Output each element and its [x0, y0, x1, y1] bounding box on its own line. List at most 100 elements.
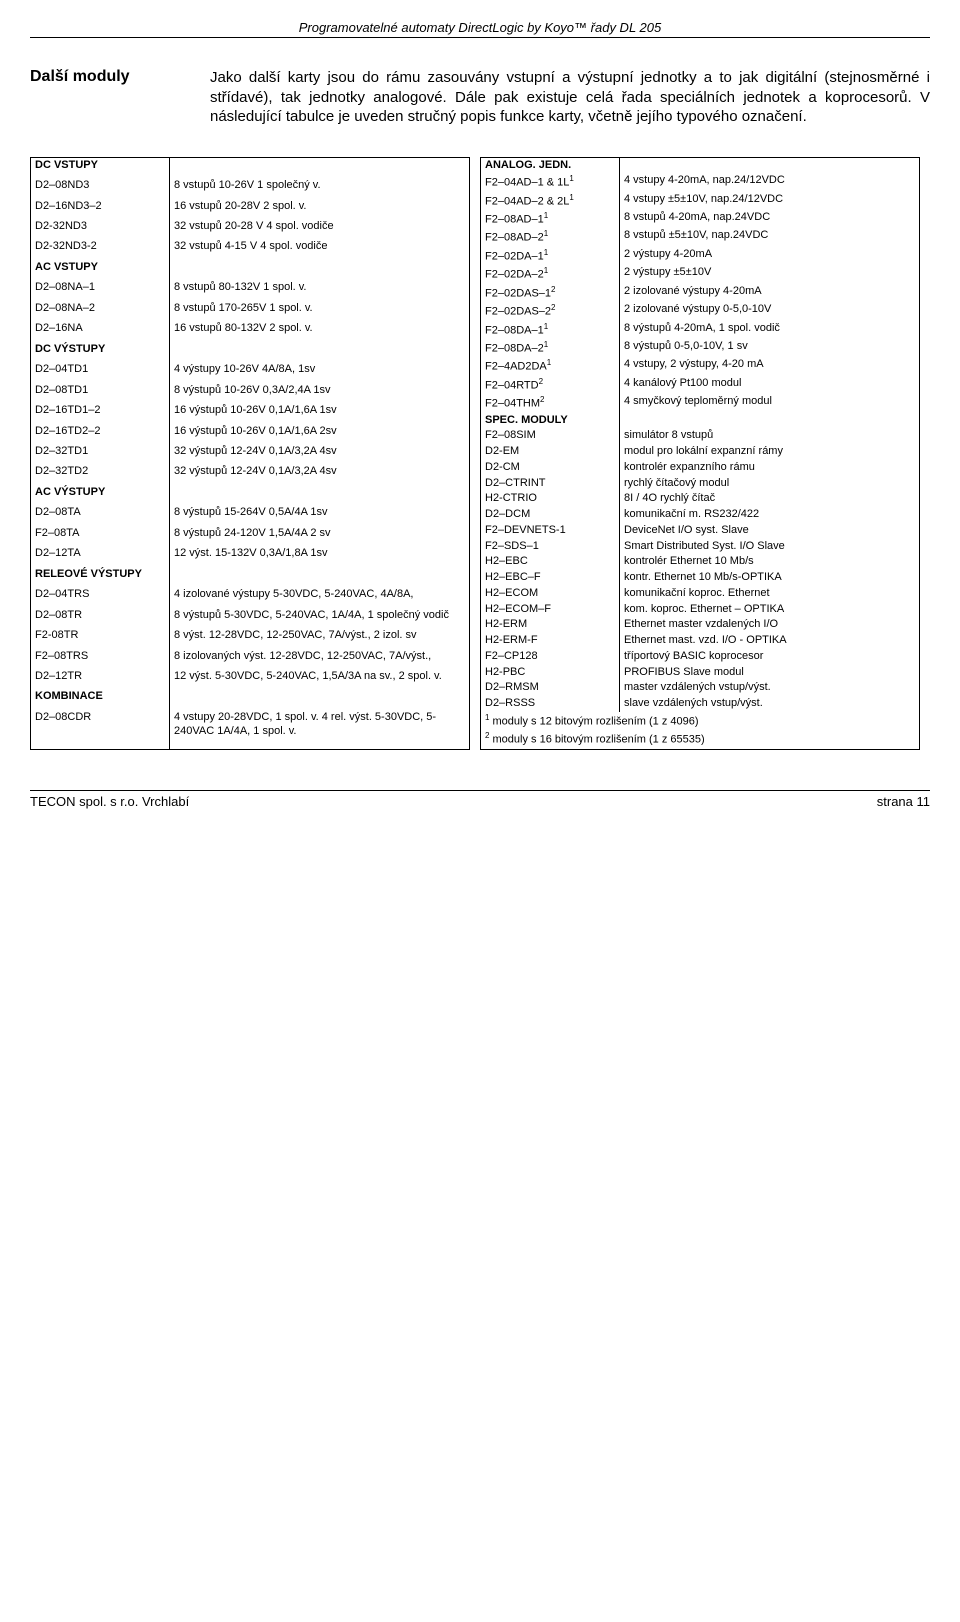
module-code: F2–02DAS–22 [481, 302, 620, 320]
table-right: ANALOG. JEDN.F2–04AD–1 & 1L14 vstupy 4-2… [480, 157, 920, 750]
module-code: H2-PBC [481, 665, 620, 681]
table-row: F2–02DAS–222 izolované výstupy 0-5,0-10V [481, 302, 920, 320]
module-code: D2–32TD2 [31, 464, 170, 484]
table-row: D2–32TD132 výstupů 12-24V 0,1A/3,2A 4sv [31, 444, 470, 464]
module-desc: 2 izolované výstupy 0-5,0-10V [620, 302, 920, 320]
module-code: D2-CM [481, 460, 620, 476]
module-desc: 32 výstupů 12-24V 0,1A/3,2A 4sv [170, 444, 470, 464]
module-desc: kontr. Ethernet 10 Mb/s-OPTIKA [620, 570, 920, 586]
superscript: 2 [540, 395, 544, 404]
module-code: F2–SDS–1 [481, 539, 620, 555]
module-code: D2–RMSM [481, 680, 620, 696]
footnote-row: 2 moduly s 16 bitovým rozlišením (1 z 65… [481, 730, 920, 749]
module-desc: 8 vstupů ±5±10V, nap.24VDC [620, 228, 920, 246]
module-code: H2-ERM-F [481, 633, 620, 649]
table-row: D2–04TD14 výstupy 10-26V 4A/8A, 1sv [31, 362, 470, 382]
module-desc: 2 výstupy 4-20mA [620, 247, 920, 265]
table-row: F2-08TR8 výst. 12-28VDC, 12-250VAC, 7A/v… [31, 628, 470, 648]
table-row: DC VÝSTUPY [31, 342, 470, 362]
table-row: D2–16TD1–216 výstupů 10-26V 0,1A/1,6A 1s… [31, 403, 470, 423]
table-row: AC VÝSTUPY [31, 485, 470, 505]
module-code: D2–08NA–1 [31, 280, 170, 300]
superscript: 1 [547, 358, 551, 367]
module-code: D2–RSSS [481, 696, 620, 712]
table-row: RELEOVÉ VÝSTUPY [31, 567, 470, 587]
table-row: D2–04TRS4 izolované výstupy 5-30VDC, 5-2… [31, 587, 470, 607]
footnote-text: 1 moduly s 12 bitovým rozlišením (1 z 40… [481, 712, 920, 730]
module-desc: 8 vstupů 10-26V 1 společný v. [170, 178, 470, 198]
table-row: F2–08AD–118 vstupů 4-20mA, nap.24VDC [481, 210, 920, 228]
table-row: D2–12TA12 výst. 15-132V 0,3A/1,8A 1sv [31, 546, 470, 566]
table-row: AC VSTUPY [31, 260, 470, 280]
module-code: H2–ECOM–F [481, 602, 620, 618]
module-code: F2–4AD2DA1 [481, 357, 620, 375]
module-code: F2–02DA–11 [481, 247, 620, 265]
module-desc: 2 výstupy ±5±10V [620, 265, 920, 283]
table-row: H2–EBCkontrolér Ethernet 10 Mb/s [481, 554, 920, 570]
module-code: H2–EBC–F [481, 570, 620, 586]
table-row: F2–08DA–218 výstupů 0-5,0-10V, 1 sv [481, 339, 920, 357]
table-row: F2–04AD–1 & 1L14 vstupy 4-20mA, nap.24/1… [481, 173, 920, 191]
module-desc: DeviceNet I/O syst. Slave [620, 523, 920, 539]
table-row: H2–EBC–Fkontr. Ethernet 10 Mb/s-OPTIKA [481, 570, 920, 586]
module-desc: 4 kanálový Pt100 modul [620, 376, 920, 394]
intro-text: Jako další karty jsou do rámu zasouvány … [210, 68, 930, 127]
table-row: H2-ERMEthernet master vzdalených I/O [481, 617, 920, 633]
table-row: F2–4AD2DA14 vstupy, 2 výstupy, 4-20 mA [481, 357, 920, 375]
module-desc: 8 izolovaných výst. 12-28VDC, 12-250VAC,… [170, 649, 470, 669]
module-desc: 32 vstupů 20-28 V 4 spol. vodiče [170, 219, 470, 239]
superscript: 2 [539, 377, 543, 386]
section-header: DC VÝSTUPY [31, 342, 170, 362]
table-row: F2–02DA–112 výstupy 4-20mA [481, 247, 920, 265]
intro-label: Další moduly [30, 68, 170, 127]
module-code: H2–ECOM [481, 586, 620, 602]
module-desc: 4 vstupy 20-28VDC, 1 spol. v. 4 rel. výs… [170, 710, 470, 749]
module-desc: 12 výst. 15-132V 0,3A/1,8A 1sv [170, 546, 470, 566]
module-code: D2-32ND3 [31, 219, 170, 239]
module-code: F2–CP128 [481, 649, 620, 665]
superscript: 1 [544, 211, 548, 220]
tables-row: DC VSTUPYD2–08ND38 vstupů 10-26V 1 spole… [30, 157, 930, 750]
module-code: F2–08DA–11 [481, 321, 620, 339]
table-row: F2–DEVNETS-1DeviceNet I/O syst. Slave [481, 523, 920, 539]
footer-left: TECON spol. s r.o. Vrchlabí [30, 794, 189, 809]
table-row: F2–SDS–1Smart Distributed Syst. I/O Slav… [481, 539, 920, 555]
module-code: D2–08TA [31, 505, 170, 525]
table-row: F2–08DA–118 výstupů 4-20mA, 1 spol. vodi… [481, 321, 920, 339]
module-desc: 2 izolované výstupy 4-20mA [620, 284, 920, 302]
module-code: H2-CTRIO [481, 491, 620, 507]
module-code: D2–04TD1 [31, 362, 170, 382]
table-row: ANALOG. JEDN. [481, 157, 920, 173]
superscript: 1 [544, 266, 548, 275]
module-desc: Smart Distributed Syst. I/O Slave [620, 539, 920, 555]
table-row: D2–08TA8 výstupů 15-264V 0,5A/4A 1sv [31, 505, 470, 525]
table-row: D2-32ND332 vstupů 20-28 V 4 spol. vodiče [31, 219, 470, 239]
module-desc: PROFIBUS Slave modul [620, 665, 920, 681]
section-header: KOMBINACE [31, 689, 170, 709]
table-row: D2–32TD232 výstupů 12-24V 0,1A/3,2A 4sv [31, 464, 470, 484]
table-row: D2–08NA–28 vstupů 170-265V 1 spol. v. [31, 301, 470, 321]
module-desc: 32 výstupů 12-24V 0,1A/3,2A 4sv [170, 464, 470, 484]
module-code: F2–08TRS [31, 649, 170, 669]
section-header: SPEC. MODULY [481, 413, 620, 429]
module-desc: modul pro lokální expanzní rámy [620, 444, 920, 460]
table-row: D2–RMSMmaster vzdálených vstup/výst. [481, 680, 920, 696]
module-desc: 8 výstupů 15-264V 0,5A/4A 1sv [170, 505, 470, 525]
module-desc: 4 vstupy, 2 výstupy, 4-20 mA [620, 357, 920, 375]
table-row: D2–CTRINTrychlý čítačový modul [481, 476, 920, 492]
superscript: 1 [544, 340, 548, 349]
module-desc: 4 výstupy 10-26V 4A/8A, 1sv [170, 362, 470, 382]
module-code: F2-08TR [31, 628, 170, 648]
table-row: D2–08NA–18 vstupů 80-132V 1 spol. v. [31, 280, 470, 300]
module-code: F2–08SIM [481, 428, 620, 444]
table-row: KOMBINACE [31, 689, 470, 709]
module-code: H2-ERM [481, 617, 620, 633]
module-code: F2–04AD–1 & 1L1 [481, 173, 620, 191]
table-row: D2–16ND3–216 vstupů 20-28V 2 spol. v. [31, 199, 470, 219]
section-header: AC VSTUPY [31, 260, 170, 280]
module-code: D2–08CDR [31, 710, 170, 749]
module-desc: 8 výstupů 0-5,0-10V, 1 sv [620, 339, 920, 357]
module-code: F2–04RTD2 [481, 376, 620, 394]
module-code: D2–08ND3 [31, 178, 170, 198]
module-code: D2-EM [481, 444, 620, 460]
